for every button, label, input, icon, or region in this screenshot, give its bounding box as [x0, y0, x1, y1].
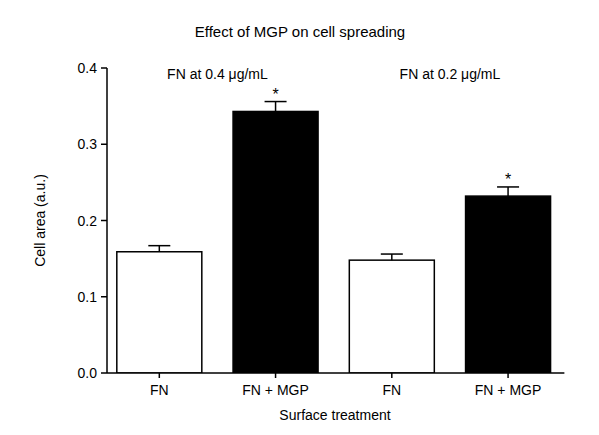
error-stem — [275, 102, 277, 112]
x-axis-label: Surface treatment — [279, 407, 390, 423]
significance-marker: * — [505, 171, 511, 188]
x-tick-label: FN — [150, 382, 169, 398]
significance-marker: * — [272, 86, 278, 103]
x-tick — [159, 373, 161, 378]
y-tick — [101, 372, 107, 374]
error-bar — [381, 254, 403, 260]
y-tick — [101, 296, 107, 298]
bar — [349, 260, 434, 373]
group-label: FN at 0.2 μg/mL — [400, 66, 501, 82]
error-cap — [381, 253, 403, 255]
error-bar — [265, 102, 287, 112]
chart: Effect of MGP on cell spreading 0.0 0.1 0.2… — [0, 0, 599, 435]
x-tick — [391, 373, 393, 378]
error-stem — [507, 187, 509, 196]
error-stem — [391, 254, 393, 260]
y-tick-label: 0.4 — [78, 60, 98, 76]
x-axis — [107, 372, 564, 374]
bar — [233, 111, 318, 373]
y-tick-label: 0.0 — [78, 365, 98, 381]
error-cap — [148, 245, 170, 247]
error-bar — [148, 246, 170, 252]
y-tick — [101, 144, 107, 146]
y-tick — [101, 67, 107, 69]
x-tick-label: FN + MGP — [242, 382, 309, 398]
error-stem — [159, 246, 161, 252]
y-tick-label: 0.3 — [78, 136, 98, 152]
bar — [117, 252, 202, 373]
bar — [466, 196, 551, 373]
bars — [117, 102, 551, 373]
y-tick — [101, 220, 107, 222]
x-tick — [275, 373, 277, 378]
x-tick — [507, 373, 509, 378]
group-label: FN at 0.4 μg/mL — [167, 66, 268, 82]
y-tick-label: 0.1 — [78, 289, 98, 305]
error-bar — [497, 187, 519, 196]
title: Effect of MGP on cell spreading — [195, 23, 405, 40]
x-tick-label: FN + MGP — [475, 382, 542, 398]
y-tick-label: 0.2 — [78, 213, 98, 229]
x-tick-label: FN — [382, 382, 401, 398]
y-axis-label: Cell area (a.u.) — [32, 174, 48, 267]
